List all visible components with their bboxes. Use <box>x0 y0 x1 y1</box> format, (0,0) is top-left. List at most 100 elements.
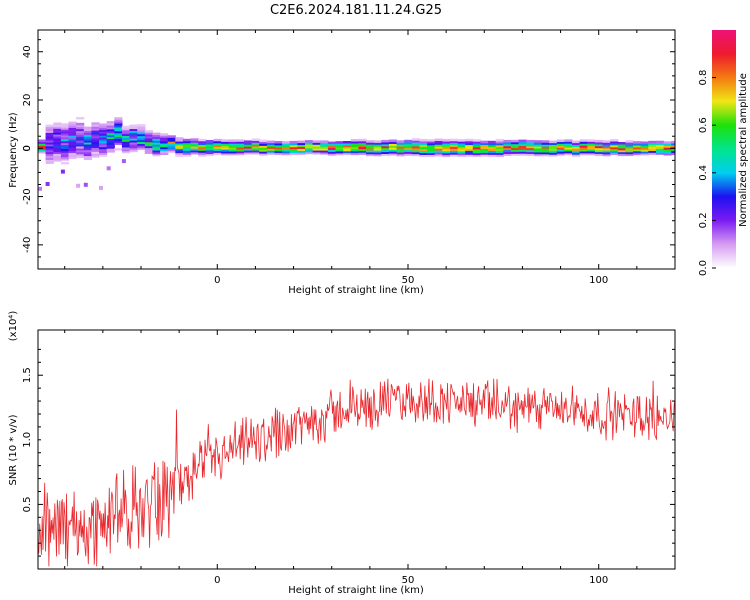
heatmap-cell <box>45 128 54 131</box>
heatmap-cell <box>53 132 62 135</box>
heatmap-cell <box>60 142 70 146</box>
heatmap-cell <box>160 146 169 150</box>
heatmap-cell <box>579 141 588 144</box>
heatmap-cell <box>472 152 481 156</box>
heatmap-cell <box>648 140 657 144</box>
heatmap-cell <box>152 132 161 136</box>
heatmap-cell <box>305 145 314 149</box>
heatmap-cell <box>617 143 626 147</box>
heatmap-cell <box>76 146 85 149</box>
heatmap-cell <box>83 134 92 137</box>
heatmap-cell <box>45 138 54 141</box>
heatmap-cell <box>99 154 108 157</box>
heatmap-cell <box>541 150 550 153</box>
heatmap-cell <box>152 136 161 139</box>
heatmap-cell <box>76 155 85 159</box>
heatmap-cell <box>144 137 153 141</box>
heatmap-cell <box>663 151 672 154</box>
heatmap-cell <box>350 150 359 154</box>
heatmap-cell <box>160 152 169 155</box>
heatmap-cell <box>533 148 543 151</box>
snr-y-ticks: 0.5 1.0 1.5 <box>22 348 675 557</box>
heatmap-cell <box>617 142 626 145</box>
heatmap-cell <box>556 147 565 150</box>
heatmap-cell <box>427 148 436 152</box>
heatmap-cell <box>60 144 70 147</box>
heatmap-cell <box>221 145 230 148</box>
heatmap-cell <box>38 141 47 144</box>
snr-frame <box>37 329 676 570</box>
heatmap-cell <box>53 130 62 133</box>
heatmap-cell <box>518 149 527 152</box>
heatmap-cell <box>625 140 634 143</box>
heatmap-cell <box>213 144 222 148</box>
heatmap-cell <box>579 150 588 154</box>
heatmap-cell <box>305 149 314 153</box>
heatmap-cell <box>106 140 115 143</box>
heatmap-cell <box>640 143 649 146</box>
heatmap-cell <box>297 140 306 144</box>
heatmap-cell <box>472 150 481 154</box>
heatmap-cell <box>198 138 207 142</box>
heatmap-cell <box>503 151 512 154</box>
heatmap-cell <box>167 146 176 150</box>
heatmap-cell <box>68 131 77 134</box>
heatmap-cell <box>99 125 108 128</box>
heatmap-cell <box>594 141 604 145</box>
heatmap-cell <box>541 153 550 157</box>
heatmap-cell <box>564 152 573 156</box>
heatmap-cell <box>76 144 85 147</box>
heatmap-cell <box>38 145 47 148</box>
heatmap-cell <box>114 138 123 141</box>
heatmap-cell <box>45 159 54 162</box>
heatmap-cell <box>76 122 85 126</box>
heatmap-cell <box>45 136 54 139</box>
heatmap-cell <box>434 148 443 151</box>
heatmap-cell <box>106 121 115 124</box>
heatmap-cell <box>91 139 100 143</box>
heatmap-cell <box>160 137 169 140</box>
heatmap-cell <box>244 146 253 149</box>
heatmap-cell <box>106 150 115 153</box>
heatmap-cell <box>572 146 581 149</box>
heatmap-cell <box>503 149 512 152</box>
heatmap-cell <box>297 148 306 151</box>
heatmap-cell <box>549 152 558 155</box>
colorbar-tick-label: 0.8 <box>698 70 709 86</box>
heatmap-cell <box>640 151 649 154</box>
heatmap-cell <box>404 147 413 150</box>
heatmap-cell <box>381 149 390 153</box>
heatmap-cell <box>427 146 436 150</box>
heatmap-cell <box>450 154 459 157</box>
heatmap-cell <box>213 148 222 151</box>
heatmap-cell <box>259 149 268 152</box>
heatmap-cell <box>121 135 131 138</box>
heatmap-cell <box>251 140 260 143</box>
heatmap-cell <box>274 146 283 150</box>
heatmap-cell <box>350 142 359 146</box>
heatmap-cell <box>427 154 436 157</box>
heatmap-cell <box>503 141 512 145</box>
heatmap-cell <box>556 143 565 146</box>
heatmap-cell <box>594 139 604 143</box>
heatmap-cell <box>114 136 123 140</box>
heatmap-cell <box>236 147 245 150</box>
heatmap-cell <box>373 142 382 145</box>
heatmap-cell <box>91 126 100 129</box>
heatmap-cell <box>213 140 222 144</box>
heatmap-cell <box>648 148 657 151</box>
heatmap-cell <box>45 153 54 157</box>
heatmap-cell <box>450 144 459 147</box>
heatmap-cell <box>213 142 222 146</box>
heatmap-cell <box>213 152 222 155</box>
heatmap-cell <box>327 153 337 156</box>
heatmap-cell <box>68 129 77 132</box>
heatmap-cell <box>45 149 54 153</box>
heatmap-cell <box>106 128 115 132</box>
heatmap-cell <box>144 139 153 143</box>
heatmap-cell <box>594 149 604 153</box>
heatmap-cell <box>228 152 237 156</box>
heatmap-cell <box>91 147 100 150</box>
heatmap-cell <box>549 148 558 151</box>
